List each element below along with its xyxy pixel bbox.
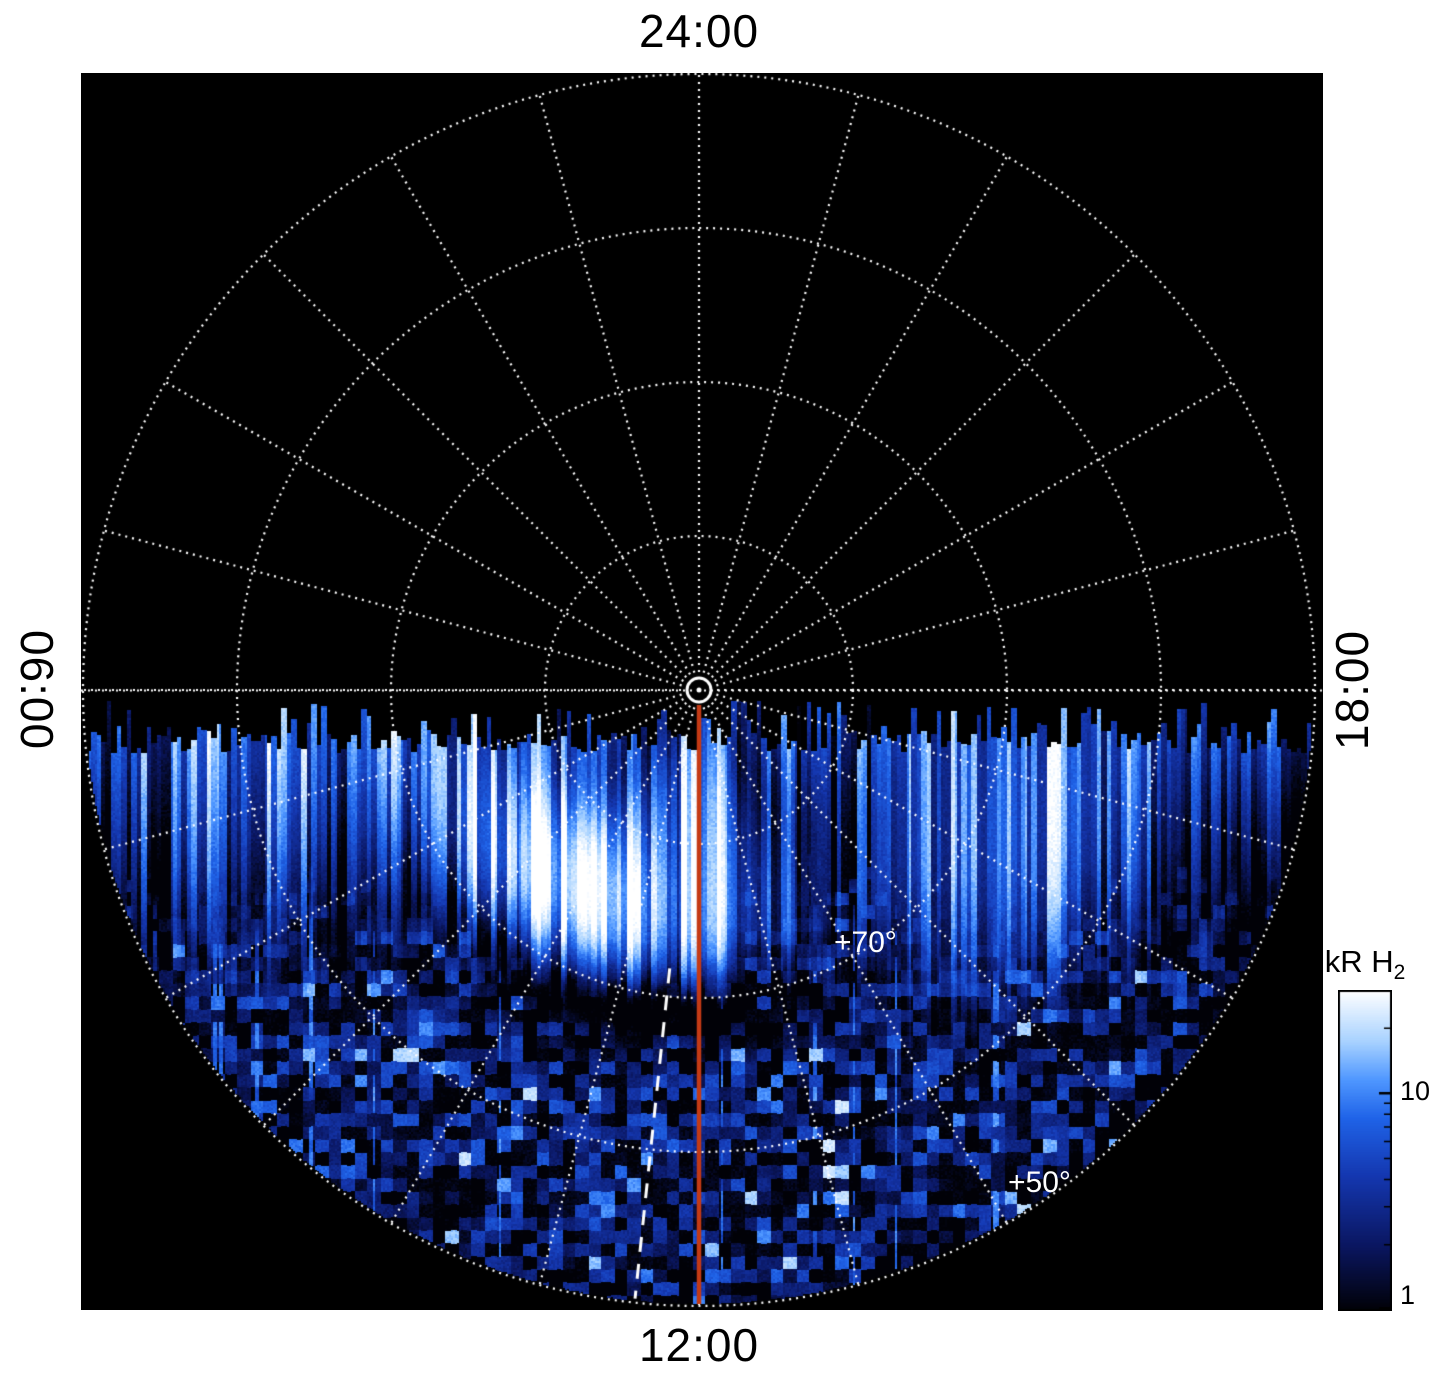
colorbar-canvas [1338, 990, 1392, 1311]
mlt-label-0600: 06:00 [11, 629, 63, 751]
colorbar-tick-1: 1 [1400, 1280, 1416, 1310]
colorbar-title: kR H2 [1298, 944, 1432, 985]
colorbar-tick-10: 10 [1400, 1076, 1431, 1106]
mlt-label-2400: 24:00 [638, 5, 760, 57]
latitude-label-50: +50° [1008, 1166, 1071, 1199]
polar-heatmap-canvas [81, 73, 1323, 1310]
mlt-label-1200: 12:00 [638, 1319, 760, 1371]
colorbar-title-main: kR H [1324, 944, 1394, 979]
colorbar-title-sub: 2 [1393, 961, 1406, 985]
latitude-label-70: +70° [834, 926, 897, 959]
mlt-label-1800: 18:00 [1326, 629, 1378, 751]
